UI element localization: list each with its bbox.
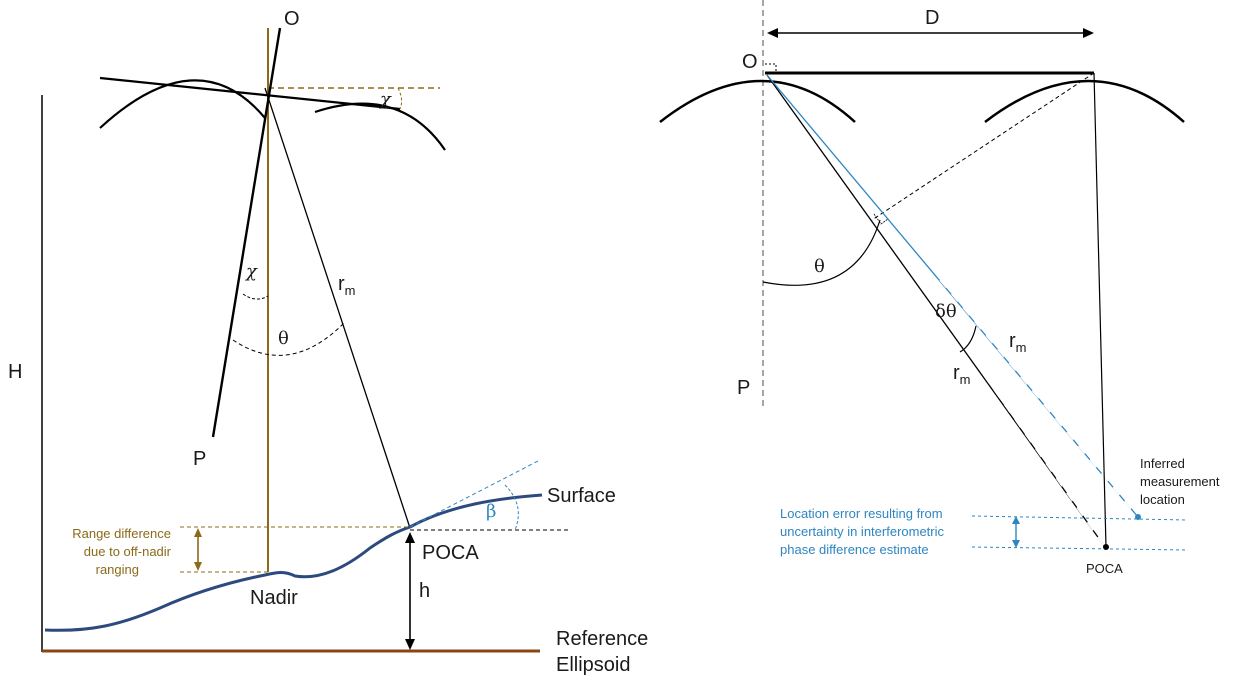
surface-tangent: [409, 459, 541, 528]
right-label-D: D: [925, 7, 939, 29]
error-lower-line: [971, 546, 1189, 551]
antenna-arc-right: [314, 102, 446, 151]
left-label-chi-top: χ: [378, 89, 392, 110]
left-label-P: P: [193, 448, 206, 470]
error-line3: phase difference estimate: [780, 542, 929, 557]
left-label-reference: Reference: [556, 628, 648, 650]
right-label-poca: POCA: [1086, 561, 1123, 576]
left-label-h: h: [419, 580, 430, 602]
right-label-P: P: [737, 377, 750, 399]
right-label-O: O: [742, 51, 758, 73]
right-label-r-black: rm: [953, 362, 971, 387]
theta-arc: [232, 321, 346, 356]
range-note-line3: ranging: [96, 562, 139, 577]
chi-arc-top: [397, 87, 403, 110]
right-diagram: D O P θ δθ rm rm Inferred measurement lo…: [659, 0, 1220, 576]
right-angle-mark: [765, 63, 777, 73]
h-arrowhead-down: [405, 639, 415, 650]
left-label-r: rm: [338, 273, 356, 298]
error-line1: Location error resulting from: [780, 506, 943, 521]
range-diff-arrowhead-down: [194, 562, 202, 571]
left-label-ellipsoid: Ellipsoid: [556, 654, 630, 676]
antenna-arc-left: [99, 79, 266, 129]
poca-point: [1103, 544, 1109, 550]
range-diff-arrowhead-up: [194, 528, 202, 537]
perpendicular-dashed: [871, 72, 1095, 221]
inferred-location-point: [1135, 514, 1141, 520]
beta-arc: [504, 484, 519, 531]
error-arrowhead-up: [1012, 516, 1020, 524]
baseline-tilted: [99, 76, 401, 111]
right-antenna-arc-left: [659, 79, 856, 123]
left-label-surface: Surface: [547, 485, 616, 507]
chi-arc-middle: [242, 293, 269, 300]
error-arrowhead-down: [1012, 540, 1020, 548]
error-upper-line: [971, 515, 1189, 521]
true-range-dashed: [879, 227, 1106, 548]
range-line: [264, 87, 411, 529]
left-label-O: O: [284, 8, 300, 30]
inferred-line2: measurement: [1140, 474, 1220, 489]
left-label-poca: POCA: [422, 542, 479, 564]
right-label-theta: θ: [814, 256, 825, 277]
left-label-theta: θ: [278, 328, 289, 349]
right-antenna-to-poca: [1093, 72, 1107, 548]
right-theta-arc: [762, 219, 881, 286]
error-line2: uncertainty in interferometric: [780, 524, 945, 539]
right-antenna-arc-right: [984, 79, 1185, 123]
interferometer-axis-OP: [211, 27, 282, 438]
h-arrowhead-up: [405, 532, 415, 543]
right-label-r-blue: rm: [1009, 330, 1027, 355]
foot-right-angle: [873, 213, 889, 225]
left-label-H: H: [8, 361, 22, 383]
left-diagram: O P H χ χ θ rm β Surface POCA Nadir h Re…: [8, 8, 648, 676]
d-arrowhead-left: [767, 28, 778, 38]
right-dtheta-arc: [959, 325, 977, 353]
surface-curve: [44, 493, 543, 632]
left-label-nadir: Nadir: [250, 587, 298, 609]
range-note-line1: Range difference: [72, 526, 171, 541]
inferred-line1: Inferred: [1140, 456, 1185, 471]
right-label-dtheta: δθ: [935, 301, 957, 322]
left-label-chi-mid: χ: [244, 261, 258, 282]
left-label-beta: β: [486, 501, 496, 522]
inferred-range-dashed: [939, 279, 1139, 518]
d-arrowhead-right: [1083, 28, 1094, 38]
inferred-line3: location: [1140, 492, 1185, 507]
range-note-line2: due to off-nadir: [84, 544, 172, 559]
